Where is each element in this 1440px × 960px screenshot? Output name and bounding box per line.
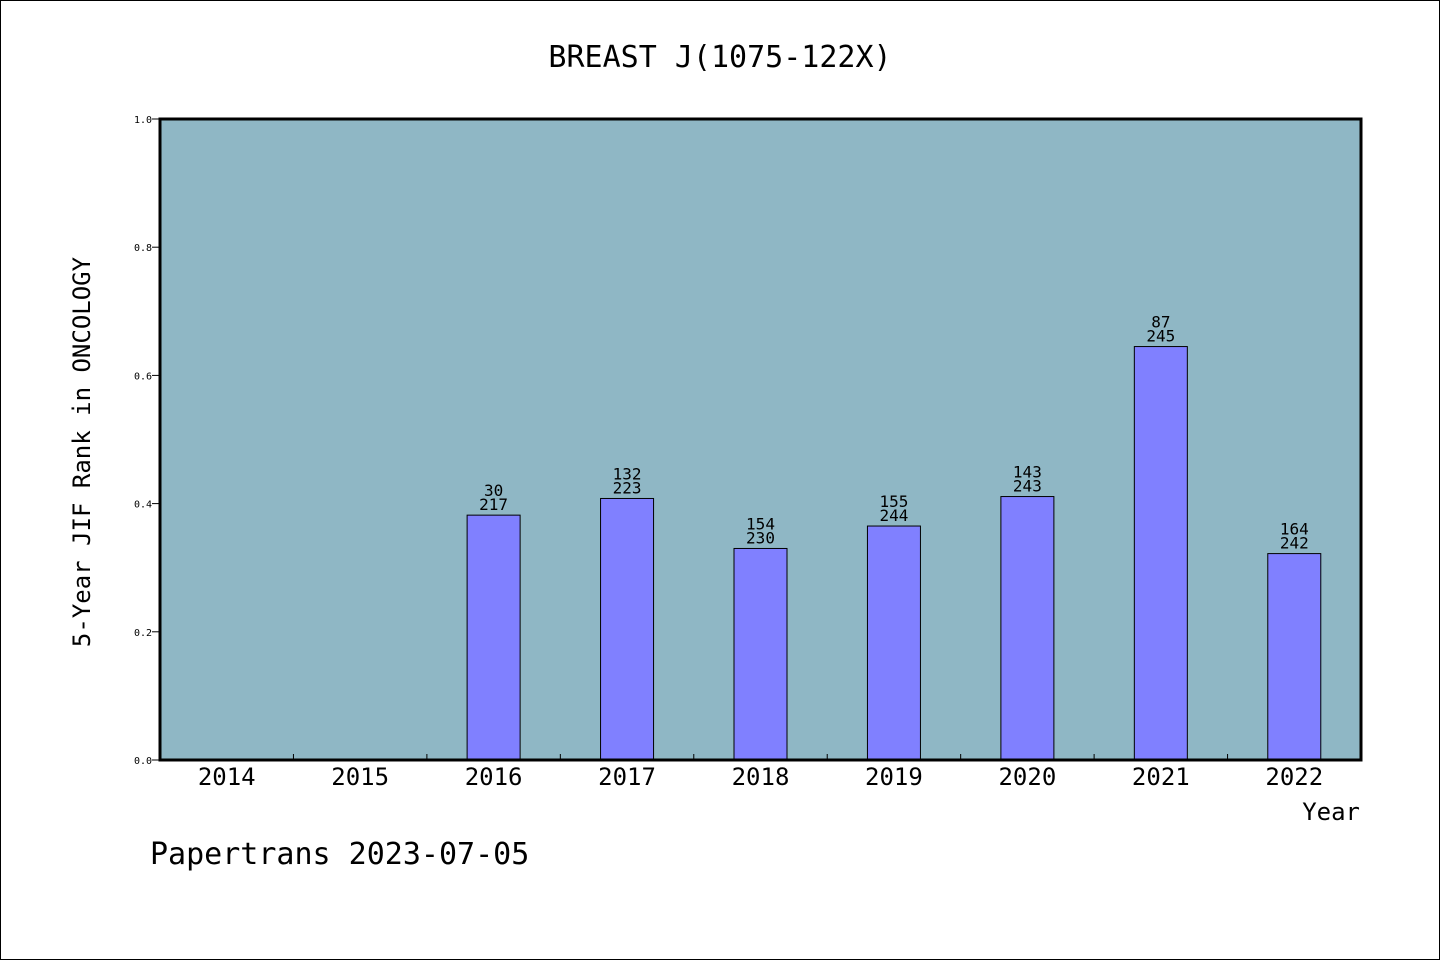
x-tick-label: 2014: [198, 763, 256, 791]
bar-rank-label: 143: [1013, 463, 1042, 482]
bar-2019: [866, 525, 921, 761]
x-tick-label: 2021: [1132, 763, 1190, 791]
y-tick-label: 0.2: [134, 628, 152, 639]
bar-rank-label: 164: [1280, 520, 1309, 539]
bar-rank-label: 154: [746, 514, 775, 533]
ticks-layer: 0.0 0.2 0.4 0.6 0.8 1.0 2014 2015 2016 2017 2018 20…: [134, 115, 1323, 791]
bar-2017: [600, 497, 655, 761]
bar-total-label: 230: [746, 528, 775, 547]
x-tick-label: 2015: [331, 763, 389, 791]
bar-total-label: 243: [1013, 477, 1042, 496]
y-axis-label: 5-Year JIF Rank in ONCOLOGY: [68, 256, 96, 647]
chart-title: BREAST J(1075-122X): [548, 40, 891, 75]
bar-2016: [466, 514, 521, 761]
bar-rank-label: 30: [484, 481, 503, 500]
footer-credit: Papertrans 2023-07-05: [150, 837, 529, 872]
y-tick-label: 0.4: [134, 500, 152, 511]
bar-total-label: 244: [879, 506, 908, 525]
bar-rank-label: 155: [879, 492, 908, 511]
bar-total-label: 223: [613, 478, 642, 497]
bar-total-label: 242: [1280, 534, 1309, 553]
bar-2021: [1133, 346, 1188, 761]
y-tick-label: 0.0: [134, 756, 152, 767]
x-tick-label: 2019: [865, 763, 923, 791]
y-tick-label: 0.6: [134, 371, 152, 382]
bar-2022: [1267, 553, 1322, 761]
y-tick-label: 1.0: [134, 115, 152, 126]
plot-border: [158, 117, 1363, 762]
x-tick-label: 2018: [732, 763, 790, 791]
x-tick-label: 2022: [1265, 763, 1323, 791]
x-tick-label: 2020: [998, 763, 1056, 791]
bar-total-label: 217: [479, 495, 508, 514]
bar-rank-label: 132: [613, 464, 642, 483]
bar-total-label: 245: [1146, 327, 1175, 346]
y-tick-label: 0.8: [134, 243, 152, 254]
bar-2020: [1000, 496, 1055, 761]
x-axis-label: Year: [1302, 798, 1360, 826]
x-tick-label: 2017: [598, 763, 656, 791]
x-tick-label: 2016: [465, 763, 523, 791]
bar-rank-label: 87: [1151, 313, 1170, 332]
bar-2018: [733, 547, 788, 761]
